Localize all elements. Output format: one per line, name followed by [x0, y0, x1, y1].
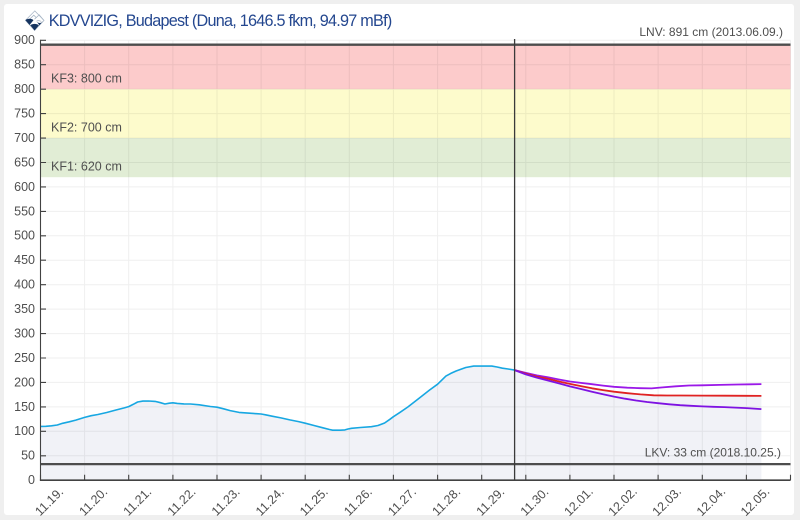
svg-text:11.24.: 11.24. [253, 485, 287, 519]
svg-text:450: 450 [14, 253, 35, 267]
svg-text:KF2: 700 cm: KF2: 700 cm [51, 121, 122, 135]
svg-text:LKV: 33 cm (2018.10.25.): LKV: 33 cm (2018.10.25.) [645, 446, 781, 460]
svg-text:12.02.: 12.02. [606, 484, 640, 518]
svg-text:600: 600 [14, 180, 35, 194]
svg-text:11.30.: 11.30. [518, 485, 552, 519]
svg-text:11.27.: 11.27. [385, 485, 419, 519]
svg-text:150: 150 [14, 400, 35, 414]
svg-text:11.21.: 11.21. [121, 485, 155, 519]
svg-text:750: 750 [14, 107, 35, 121]
svg-text:800: 800 [14, 82, 35, 96]
svg-text:KF3: 800 cm: KF3: 800 cm [51, 72, 122, 86]
svg-text:50: 50 [21, 449, 35, 463]
svg-text:11.26.: 11.26. [341, 485, 375, 519]
svg-text:100: 100 [14, 424, 35, 438]
svg-text:250: 250 [14, 351, 35, 365]
svg-text:0: 0 [28, 473, 35, 487]
svg-text:KF1: 620 cm: KF1: 620 cm [51, 160, 122, 174]
svg-text:11.28.: 11.28. [429, 485, 463, 519]
svg-text:500: 500 [14, 229, 35, 243]
svg-text:LNV: 891 cm (2013.06.09.): LNV: 891 cm (2013.06.09.) [639, 25, 783, 39]
svg-text:12.03.: 12.03. [650, 484, 684, 518]
svg-text:400: 400 [14, 278, 35, 292]
svg-text:650: 650 [14, 155, 35, 169]
svg-text:550: 550 [14, 204, 35, 218]
svg-text:200: 200 [14, 375, 35, 389]
svg-text:11.23.: 11.23. [209, 485, 243, 519]
svg-text:12.04.: 12.04. [694, 484, 728, 518]
svg-text:12.05.: 12.05. [738, 484, 772, 518]
svg-text:11.19.: 11.19. [32, 485, 66, 519]
svg-text:300: 300 [14, 327, 35, 341]
svg-text:850: 850 [14, 58, 35, 72]
svg-text:900: 900 [14, 33, 35, 47]
svg-text:11.22.: 11.22. [165, 485, 199, 519]
svg-text:11.29.: 11.29. [474, 485, 508, 519]
svg-text:12.01.: 12.01. [561, 484, 595, 518]
svg-text:700: 700 [14, 131, 35, 145]
svg-text:11.20.: 11.20. [76, 485, 110, 519]
svg-text:KDVVIZIG, Budapest (Duna, 1646: KDVVIZIG, Budapest (Duna, 1646.5 fkm, 94… [49, 12, 392, 30]
svg-text:11.25.: 11.25. [297, 485, 331, 519]
svg-text:350: 350 [14, 302, 35, 316]
